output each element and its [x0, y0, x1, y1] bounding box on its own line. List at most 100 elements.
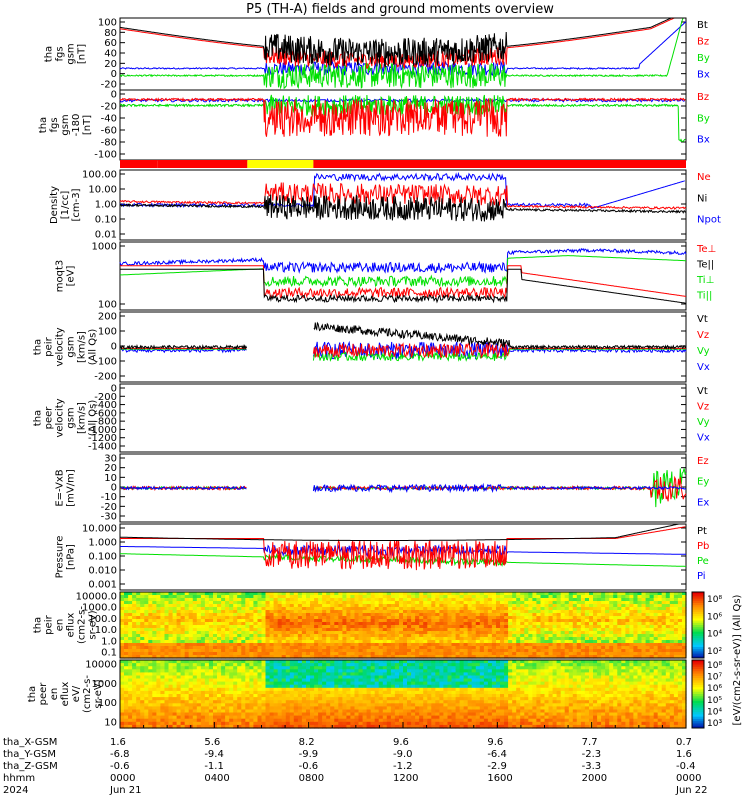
peer-spectrogram-cell [407, 681, 412, 686]
peir-spectrogram-cell [568, 655, 574, 659]
peir-spectrogram-cell [326, 604, 331, 608]
peir-spectrogram-cell [257, 625, 263, 629]
peir-spectrogram-cell [301, 607, 307, 611]
peir-spectrogram-cell [184, 652, 190, 656]
peer-spectrogram-cell [399, 694, 404, 698]
peer-spectrogram-cell [184, 724, 190, 729]
peer-spectrogram-cell [386, 721, 392, 726]
peer-spectrogram-cell [310, 706, 315, 711]
peer-spectrogram-cell [382, 718, 388, 723]
peer-spectrogram-cell [403, 675, 408, 680]
peir-spectrogram-cell [516, 649, 521, 653]
tiperp-series [119, 255, 686, 288]
peir-spectrogram-cell [281, 598, 287, 602]
peir-spectrogram-cell [128, 607, 133, 611]
peir-spectrogram-cell [120, 607, 125, 611]
peir-spectrogram-cell [160, 634, 165, 638]
peer-spectrogram-cell [148, 666, 153, 670]
peir-spectrogram-cell [233, 634, 238, 638]
peir-spectrogram-cell [487, 646, 493, 650]
peir-spectrogram-cell [200, 598, 206, 602]
peir-spectrogram-cell [508, 643, 513, 647]
peir-spectrogram-cell [613, 625, 618, 629]
peir-spectrogram-cell [172, 622, 178, 626]
peer-spectrogram-cell [407, 687, 412, 692]
peir-spectrogram-cell [552, 607, 558, 611]
peir-spectrogram-cell [140, 628, 145, 632]
peir-spectrogram-cell [548, 625, 554, 629]
peir-spectrogram-cell [613, 622, 618, 626]
peer-spectrogram-cell [172, 703, 178, 707]
peir-spectrogram-cell [346, 610, 351, 614]
peir-spectrogram-cell [124, 619, 129, 623]
peir-spectrogram-cell [459, 622, 465, 626]
peir-spectrogram-cell [625, 604, 630, 608]
peir-spectrogram-cell [496, 649, 501, 653]
peir-spectrogram-cell [289, 655, 295, 659]
peir-spectrogram-cell [354, 592, 360, 596]
peir-spectrogram-cell [160, 619, 165, 623]
peir-spectrogram-cell [213, 652, 218, 656]
peir-spectrogram-cell [217, 634, 222, 638]
peir-spectrogram-cell [560, 613, 566, 617]
peer-spectrogram-cell [241, 703, 246, 707]
peer-spectrogram-cell [172, 690, 178, 695]
peir-spectrogram-cell [156, 637, 161, 641]
peir-spectrogram-cell [629, 595, 634, 599]
peir-spectrogram-cell [293, 625, 299, 629]
ytick-label-peir_spectrogram: 10.0 [95, 625, 117, 636]
peir-spectrogram-cell [326, 649, 331, 653]
peer-spectrogram-cell [148, 669, 153, 673]
legend-peer_velocity-Vt: Vt [697, 386, 708, 397]
peer-spectrogram-cell [200, 721, 206, 726]
peir-spectrogram-cell [237, 625, 242, 629]
peir-spectrogram-cell [301, 628, 307, 632]
peer-spectrogram-cell [136, 666, 141, 670]
peer-spectrogram-cell [318, 712, 323, 717]
peir-spectrogram-cell [330, 601, 335, 605]
peir-spectrogram-cell [617, 637, 622, 641]
peir-spectrogram-cell [459, 595, 465, 599]
peer-spectrogram-cell [144, 718, 149, 723]
peer-spectrogram-cell [330, 666, 335, 670]
peir-spectrogram-cell [148, 625, 153, 629]
peir-spectrogram-cell [237, 616, 242, 620]
peer-spectrogram-cell [136, 675, 141, 680]
peer-spectrogram-cell [293, 663, 299, 667]
peer-spectrogram-cell [128, 690, 133, 695]
peir-spectrogram-cell [148, 613, 153, 617]
peer-spectrogram-cell [257, 724, 263, 729]
peer-spectrogram-cell [358, 678, 364, 683]
peir-spectrogram-cell [261, 592, 267, 596]
peir-spectrogram-cell [334, 592, 339, 596]
peer-spectrogram-cell [233, 703, 238, 707]
peir-spectrogram-cell [188, 646, 194, 650]
peer-spectrogram-cell [318, 718, 323, 723]
peer-spectrogram-cell [257, 678, 263, 683]
ylabel-peir_spectrogram: tha [33, 617, 44, 633]
peir-spectrogram-cell [536, 610, 541, 614]
peer-spectrogram-cell [293, 684, 299, 689]
peir-spectrogram-cell [301, 601, 307, 605]
peir-spectrogram-cell [225, 655, 230, 659]
peir-spectrogram-cell [378, 613, 384, 617]
peir-spectrogram-cell [237, 604, 242, 608]
peir-spectrogram-cell [132, 595, 137, 599]
peer-spectrogram-cell [346, 706, 351, 711]
peer-spectrogram-cell [346, 715, 351, 720]
peir-spectrogram-cell [269, 646, 275, 650]
ylabel-peer_spectrogram: sr-eV) [93, 679, 104, 708]
peir-spectrogram-cell [196, 631, 202, 635]
peer-spectrogram-cell [208, 690, 214, 695]
peir-spectrogram-cell [496, 637, 501, 641]
peir-spectrogram-cell [358, 652, 364, 656]
peir-spectrogram-cell [645, 640, 651, 644]
peer-spectrogram-cell [265, 703, 271, 707]
peir-spectrogram-cell [589, 637, 594, 641]
peir-spectrogram-cell [350, 625, 355, 629]
peir-spectrogram-cell [496, 622, 501, 626]
peer-spectrogram-cell [192, 724, 198, 729]
legend-fgs_gsm-Bz: Bz [697, 37, 709, 48]
peir-spectrogram-cell [245, 610, 250, 614]
peer-spectrogram-cell [148, 715, 153, 720]
